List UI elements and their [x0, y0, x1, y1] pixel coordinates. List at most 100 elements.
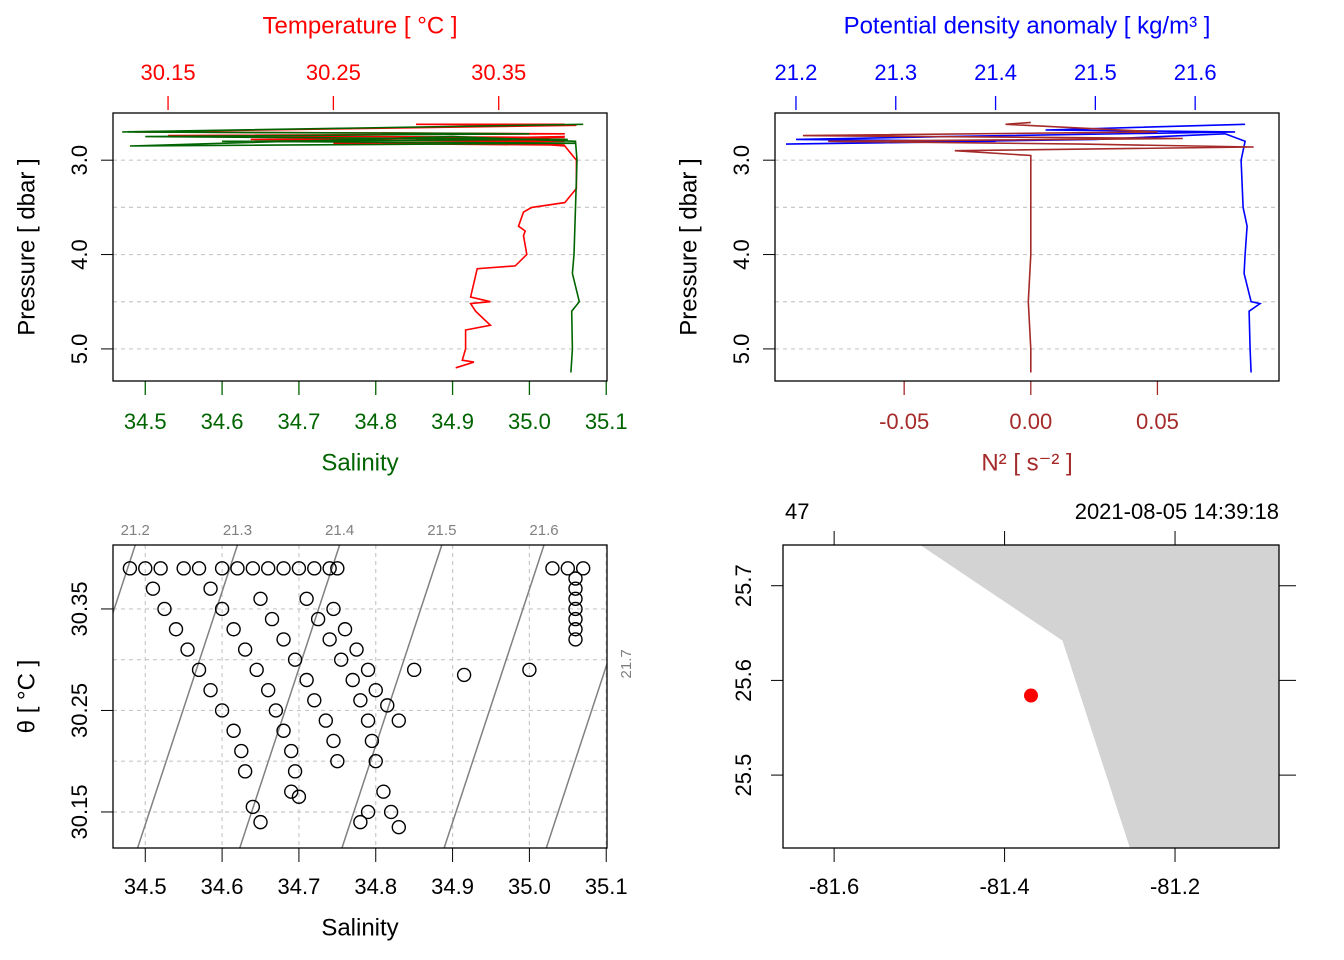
point — [345, 672, 360, 688]
x-axis-title: Potential density anomaly [ kg/m³ ] — [844, 12, 1211, 39]
map-title-right: 2021-08-05 14:39:18 — [1075, 499, 1279, 524]
x-axis-title: Temperature [ °C ] — [263, 12, 458, 39]
x-axis-title: Salinity — [321, 449, 398, 476]
x-tick-label: 0.00 — [1009, 409, 1052, 434]
x-tick-label: 34.7 — [278, 874, 321, 899]
x-tick-label: 34.6 — [201, 874, 244, 899]
point — [322, 632, 337, 647]
x-tick-label: 35.0 — [508, 409, 551, 434]
point — [180, 642, 195, 657]
point — [191, 561, 207, 576]
point — [326, 601, 341, 617]
point — [291, 561, 307, 576]
isopycnal — [443, 545, 545, 848]
y-tick-label: 30.15 — [67, 784, 92, 839]
x-tick-label: 30.15 — [141, 60, 196, 85]
point — [291, 789, 307, 804]
x-tick-label: 34.5 — [124, 409, 167, 434]
point — [237, 642, 253, 657]
x-axis-title: Salinity — [321, 914, 398, 941]
x-axis-title: N² [ s⁻² ] — [981, 449, 1072, 476]
point — [260, 561, 276, 576]
point — [214, 561, 230, 576]
isopycnal-label: 21.5 — [427, 522, 456, 539]
profile-line — [802, 121, 1254, 373]
series-group — [122, 123, 584, 373]
isopycnal-label: 21.6 — [529, 522, 558, 539]
x-tick-label: 34.8 — [354, 409, 397, 434]
station — [1024, 688, 1038, 703]
point — [176, 561, 191, 576]
point — [287, 652, 303, 667]
isopycnal — [545, 661, 607, 848]
map-layer — [920, 545, 1279, 848]
point — [326, 733, 341, 749]
point — [145, 581, 161, 596]
x-tick-label: 21.2 — [775, 60, 818, 85]
point — [522, 662, 537, 678]
point — [299, 591, 314, 606]
point — [153, 561, 168, 576]
isopycnal — [239, 545, 341, 848]
profile-line — [785, 123, 1262, 373]
y-tick-label: 30.25 — [67, 683, 92, 738]
plot-box — [112, 544, 608, 849]
point — [318, 713, 334, 728]
point — [368, 754, 383, 769]
y-axis-title: θ [ °C ] — [13, 660, 40, 734]
y-tick-label: 25.6 — [731, 659, 756, 702]
y-tick-label: 4.0 — [729, 239, 754, 270]
point — [310, 611, 326, 627]
point — [368, 682, 383, 698]
x-tick-label: -0.05 — [879, 409, 929, 434]
point — [568, 622, 583, 637]
plot-box — [774, 112, 1280, 382]
point — [284, 743, 299, 759]
point — [264, 611, 280, 627]
isopycnal — [341, 545, 443, 848]
point — [383, 804, 399, 820]
point — [268, 703, 284, 718]
point — [249, 662, 264, 678]
point — [380, 698, 395, 713]
point — [364, 733, 380, 749]
point — [245, 799, 261, 815]
x-tick-label: 35.0 — [508, 874, 551, 899]
x-tick-label: 21.5 — [1074, 60, 1117, 85]
x-tick-label: 30.35 — [471, 60, 526, 85]
point — [276, 632, 291, 647]
x-tick-label: 21.4 — [974, 60, 1017, 85]
profile-line — [134, 123, 578, 369]
point — [253, 591, 268, 606]
point — [230, 561, 245, 576]
x-tick-label: 35.1 — [585, 874, 628, 899]
point — [376, 784, 391, 799]
point — [168, 622, 184, 637]
profile-line — [122, 123, 584, 373]
point — [391, 713, 406, 728]
plot-box — [112, 112, 608, 382]
point — [322, 561, 337, 576]
x-tick-label: 34.9 — [431, 409, 474, 434]
point — [157, 601, 172, 617]
point — [360, 804, 376, 820]
isopycnal-label: 21.7 — [618, 649, 635, 678]
point — [349, 642, 364, 657]
y-tick-label: 5.0 — [729, 334, 754, 365]
point — [337, 622, 353, 637]
point — [406, 662, 422, 678]
point — [214, 703, 230, 718]
point — [214, 601, 230, 617]
isopycnal — [136, 545, 239, 848]
point — [545, 561, 560, 576]
point — [568, 571, 583, 586]
point — [276, 561, 291, 576]
point — [284, 784, 299, 799]
point — [330, 561, 345, 576]
x-tick-label: 34.9 — [431, 874, 474, 899]
plot-box — [782, 544, 1280, 849]
point — [360, 713, 376, 728]
y-tick-label: 25.7 — [731, 564, 756, 607]
point — [287, 764, 303, 779]
